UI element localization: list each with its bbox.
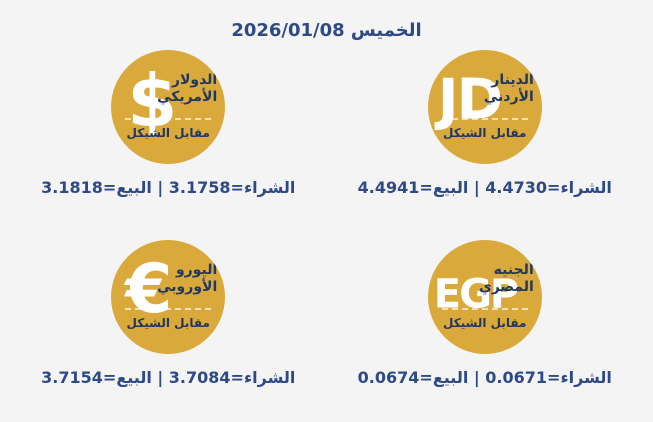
currency-rate-usd: الشراء=3.1758 | البيع=3.1818 bbox=[41, 178, 296, 197]
badge-divider bbox=[441, 118, 528, 120]
page-title: الخميس 2026/01/08 bbox=[231, 20, 422, 41]
badge-divider bbox=[125, 118, 212, 120]
egyptian-pound-icon: EGP bbox=[433, 271, 519, 318]
badge-divider bbox=[441, 308, 528, 310]
currency-rate-eur: الشراء=3.7084 | البيع=3.7154 bbox=[41, 368, 296, 387]
badge-divider bbox=[125, 308, 212, 310]
currency-grid: JD الدينار الأردني مقابل الشيكل الشراء=4… bbox=[0, 42, 653, 422]
currency-name-eur: اليورو الأوروبي bbox=[157, 262, 218, 295]
currency-card-eur[interactable]: € اليورو الأوروبي مقابل الشيكل الشراء=3.… bbox=[10, 232, 327, 422]
currency-rate-jod: الشراء=4.4730 | البيع=4.4941 bbox=[357, 178, 612, 197]
currency-badge-egp: EGP الجنيه المصري مقابل الشيكل bbox=[427, 240, 542, 354]
euro-icon: € bbox=[125, 250, 172, 330]
currency-rate-egp: الشراء=0.0671 | البيع=0.0674 bbox=[357, 368, 612, 387]
currency-badge-usd: $ الدولار الأمريكي مقابل الشيكل bbox=[111, 50, 226, 164]
currency-name-jod: الدينار الأردني bbox=[483, 72, 534, 105]
currency-subtitle-usd: مقابل الشيكل bbox=[126, 126, 210, 140]
currency-subtitle-egp: مقابل الشيكل bbox=[443, 316, 527, 330]
us-dollar-icon: $ bbox=[127, 59, 177, 144]
currency-name-egp: الجنيه المصري bbox=[478, 262, 534, 295]
currency-badge-eur: € اليورو الأوروبي مقابل الشيكل bbox=[111, 240, 226, 354]
currency-subtitle-eur: مقابل الشيكل bbox=[126, 316, 210, 330]
currency-card-usd[interactable]: $ الدولار الأمريكي مقابل الشيكل الشراء=3… bbox=[10, 42, 327, 232]
currency-card-jod[interactable]: JD الدينار الأردني مقابل الشيكل الشراء=4… bbox=[327, 42, 644, 232]
currency-name-usd: الدولار الأمريكي bbox=[157, 72, 218, 105]
currency-subtitle-jod: مقابل الشيكل bbox=[443, 126, 527, 140]
currency-card-egp[interactable]: EGP الجنيه المصري مقابل الشيكل الشراء=0.… bbox=[327, 232, 644, 422]
currency-badge-jod: JD الدينار الأردني مقابل الشيكل bbox=[427, 50, 542, 164]
